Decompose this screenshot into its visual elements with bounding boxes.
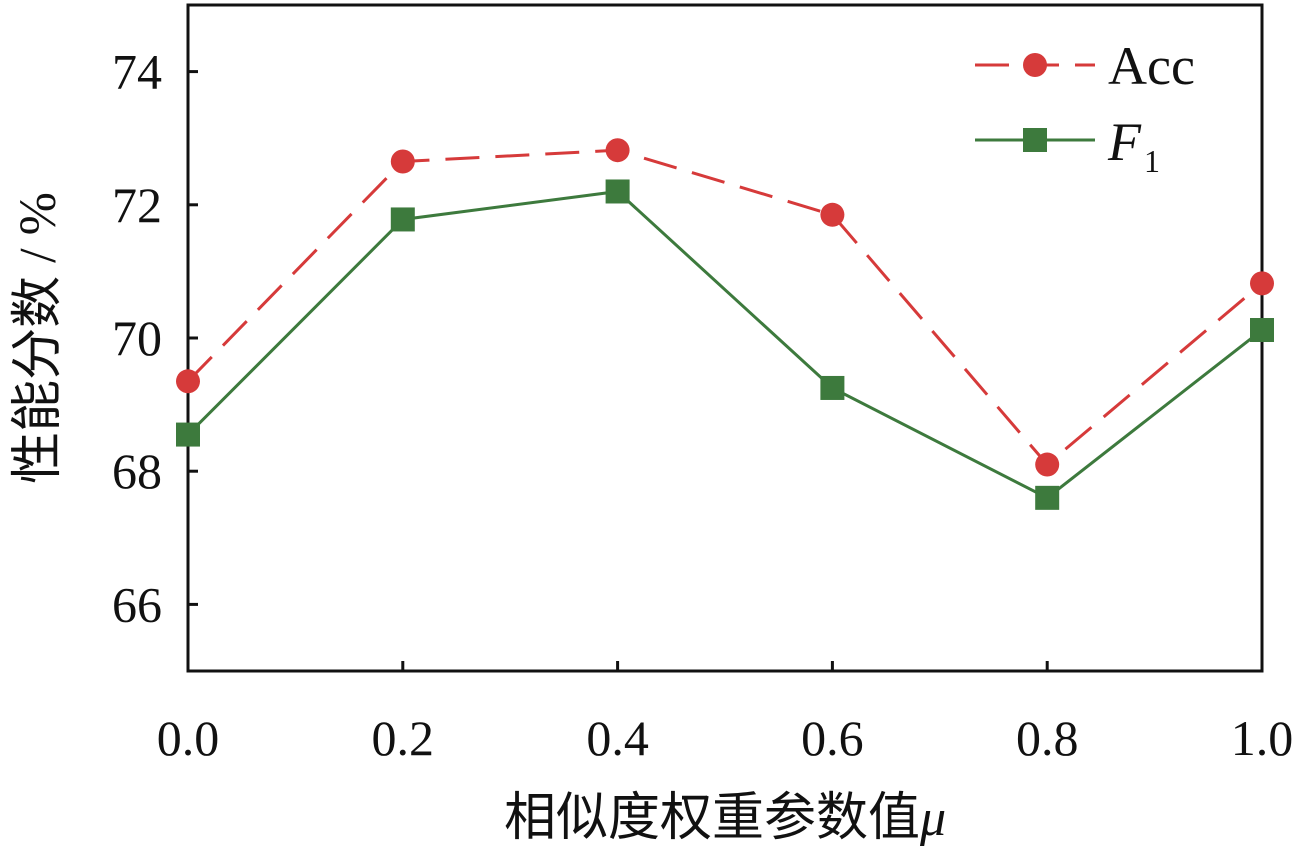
legend-item-f1: F1 <box>975 112 1160 179</box>
data-point-acc <box>390 149 415 174</box>
data-point-f1 <box>605 179 630 204</box>
data-point-f1 <box>1035 485 1060 510</box>
data-point-f1 <box>820 375 845 400</box>
data-point-f1 <box>176 422 200 447</box>
legend: Acc F1 <box>975 36 1195 179</box>
plot-frame <box>186 3 1264 673</box>
y-tick-label: 70 <box>112 310 162 366</box>
legend-marker-acc <box>1023 53 1047 77</box>
x-tick-label: 0.4 <box>586 710 649 766</box>
y-tick-label: 66 <box>112 576 162 632</box>
x-tick-label: 0.0 <box>157 710 220 766</box>
y-tick-label: 68 <box>112 443 162 499</box>
series-layer <box>176 138 1274 510</box>
x-tick-label: 0.6 <box>801 710 864 766</box>
x-tick-label: 1.0 <box>1231 710 1294 766</box>
data-point-acc <box>605 138 630 163</box>
legend-marker-f1 <box>1023 128 1047 152</box>
x-tick-label: 0.8 <box>1016 710 1079 766</box>
y-axis-title: 性能分数 / % <box>10 192 67 484</box>
data-point-acc <box>1035 452 1060 477</box>
data-point-acc <box>176 369 200 394</box>
series-line-f1 <box>186 189 1263 500</box>
x-axis-title-symbol: μ <box>919 790 946 847</box>
legend-label-f1-subscript: 1 <box>1144 143 1160 179</box>
x-axis-title-text: 相似度权重参数值 <box>504 790 920 847</box>
data-point-f1 <box>390 207 415 232</box>
data-point-acc <box>1250 271 1274 296</box>
legend-label-f1: F1 <box>1107 112 1160 179</box>
x-axis-title: 相似度权重参数值μ <box>504 790 946 847</box>
y-tick-label: 74 <box>112 44 162 100</box>
axes: 0.0 0.2 0.4 0.6 0.8 1.0 66 68 70 72 74 <box>112 3 1294 766</box>
legend-label-acc: Acc <box>1108 36 1195 96</box>
series-line-acc <box>186 148 1263 467</box>
legend-label-f1-name: F <box>1107 112 1142 172</box>
data-point-f1 <box>1250 318 1274 343</box>
data-point-acc <box>820 202 845 227</box>
x-tick-label: 0.2 <box>372 710 435 766</box>
y-tick-label: 72 <box>112 177 162 233</box>
legend-item-acc: Acc <box>975 36 1195 96</box>
